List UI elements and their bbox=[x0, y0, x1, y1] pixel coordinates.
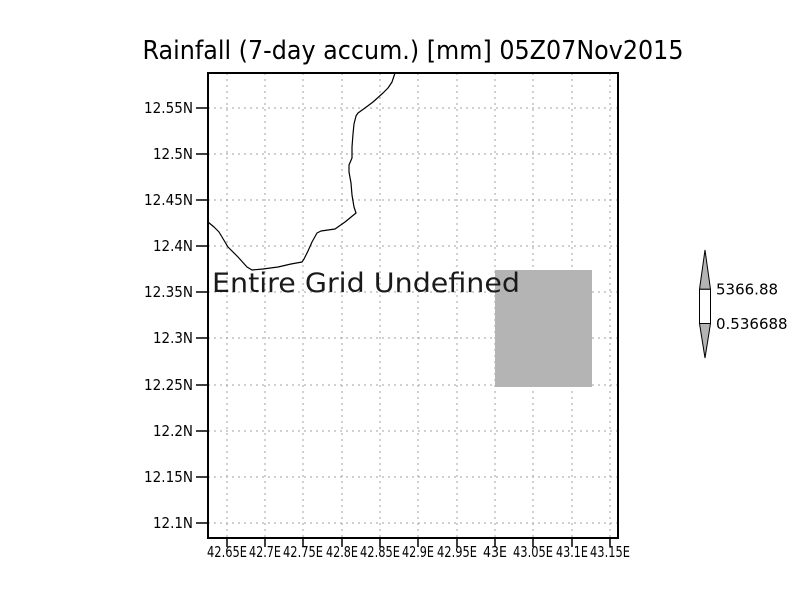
lat-tick-label: 12.4N bbox=[153, 237, 193, 255]
lat-tick-label: 12.15N bbox=[144, 468, 193, 486]
coastline-path bbox=[207, 72, 396, 271]
lon-ticks bbox=[226, 538, 611, 547]
plot-title: Rainfall (7-day accum.) [mm] 05Z07Nov201… bbox=[143, 36, 684, 66]
lat-tick-label: 12.55N bbox=[144, 99, 193, 117]
lat-ticks bbox=[196, 107, 208, 524]
lat-tick-label: 12.5N bbox=[153, 145, 193, 163]
lon-tick-label: 43.1E bbox=[556, 543, 588, 561]
undefined-region-rect bbox=[495, 270, 592, 387]
lon-tick-label: 42.9E bbox=[402, 543, 434, 561]
colorbar-min-label: 0.536688 bbox=[716, 315, 788, 333]
lon-tick-labels: 42.65E 42.7E 42.75E 42.8E 42.85E 42.9E 4… bbox=[207, 543, 630, 561]
lat-gridlines bbox=[208, 107, 618, 524]
colorbar: 5366.88 0.536688 bbox=[698, 249, 788, 359]
colorbar-arrow-down bbox=[698, 323, 712, 359]
colorbar-max-label: 5366.88 bbox=[716, 281, 778, 299]
lat-tick-label: 12.3N bbox=[153, 329, 193, 347]
grid-undefined-message: Entire Grid Undefined bbox=[212, 268, 520, 299]
lon-tick-label: 42.75E bbox=[283, 543, 323, 561]
lat-tick-label: 12.25N bbox=[144, 376, 193, 394]
lon-tick-label: 42.7E bbox=[249, 543, 281, 561]
lat-tick-label: 12.35N bbox=[144, 283, 193, 301]
lon-tick-label: 43.15E bbox=[590, 543, 630, 561]
lat-tick-labels: 12.55N 12.5N 12.45N 12.4N 12.35N 12.3N 1… bbox=[144, 99, 193, 532]
lon-tick-label: 42.8E bbox=[326, 543, 358, 561]
lon-tick-label: 43.05E bbox=[513, 543, 553, 561]
lon-tick-label: 42.65E bbox=[207, 543, 247, 561]
colorbar-body bbox=[699, 288, 711, 324]
colorbar-arrow-up bbox=[698, 249, 712, 290]
lat-tick-label: 12.2N bbox=[153, 422, 193, 440]
lon-tick-label: 43E bbox=[483, 543, 507, 561]
lat-tick-label: 12.45N bbox=[144, 191, 193, 209]
lon-tick-label: 42.95E bbox=[437, 543, 477, 561]
plot-frame bbox=[207, 72, 619, 539]
lat-tick-label: 12.1N bbox=[153, 514, 193, 532]
lon-tick-label: 42.85E bbox=[360, 543, 400, 561]
